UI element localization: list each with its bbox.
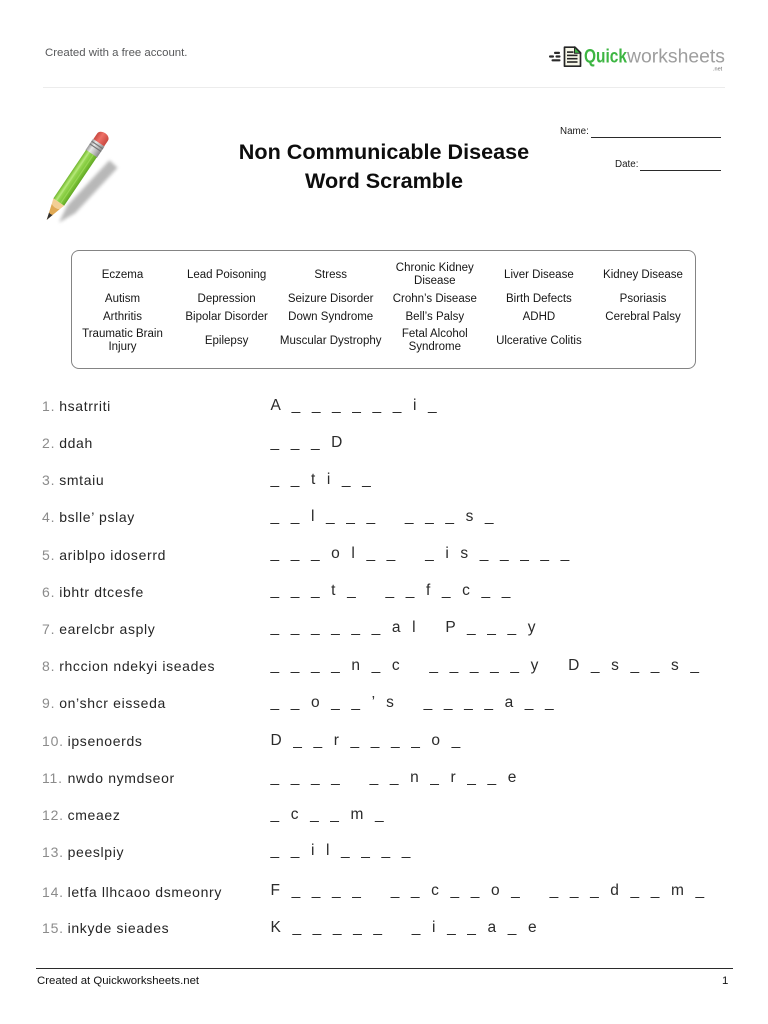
svg-text:.net: .net: [713, 67, 723, 73]
svg-text:Quick: Quick: [584, 47, 627, 68]
svg-text:worksheets: worksheets: [626, 47, 725, 68]
